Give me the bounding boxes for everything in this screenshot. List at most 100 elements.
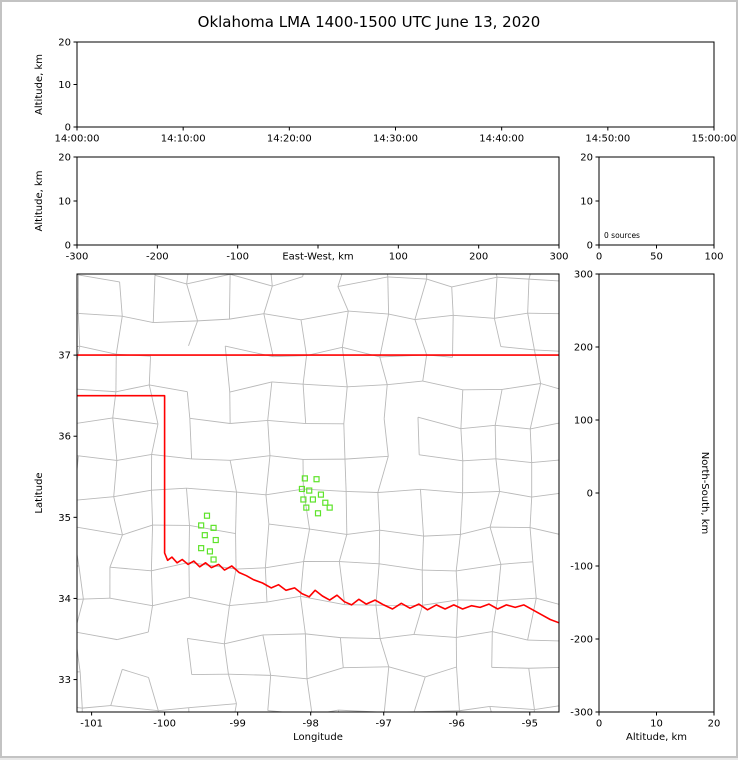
x-tick-label: 14:50:00 [585, 134, 630, 145]
x-tick-label: 14:40:00 [479, 134, 524, 145]
county-line [263, 634, 305, 635]
county-line [461, 390, 463, 429]
county-line [152, 454, 192, 459]
county-line [190, 418, 192, 459]
county-line [348, 311, 388, 314]
x-tick-label: -95 [522, 719, 538, 730]
county-line [566, 598, 615, 606]
x-tick-label: 0 [596, 719, 602, 730]
county-line [418, 417, 461, 428]
county-line [388, 277, 389, 314]
county-line [82, 706, 110, 709]
x-tick-label: 300 [549, 252, 568, 263]
county-line [458, 600, 497, 601]
county-line [160, 240, 191, 251]
county-line [263, 635, 271, 675]
county-line [384, 385, 387, 419]
county-line [495, 425, 530, 429]
county-line [78, 275, 119, 282]
source-marker [202, 533, 207, 538]
county-line [458, 239, 492, 249]
y-axis-label: Altitude, km [34, 54, 45, 115]
county-line [566, 388, 615, 391]
county-line [530, 497, 532, 528]
county-line [264, 314, 273, 357]
county-line [187, 284, 198, 321]
x-tick-label: -99 [229, 719, 245, 730]
county-line [113, 418, 117, 461]
y-tick-label: 34 [58, 594, 71, 605]
county-line [566, 352, 578, 391]
county-line [490, 706, 535, 709]
county-line [495, 425, 496, 458]
county-line [459, 706, 489, 710]
county-line [414, 634, 456, 637]
county-line [307, 679, 312, 715]
county-line [497, 277, 529, 279]
county-line [267, 596, 301, 602]
x-tick-label: 14:30:00 [373, 134, 418, 145]
county-line [149, 385, 158, 424]
county-line [530, 528, 567, 537]
county-line [385, 242, 427, 243]
county-lines [34, 239, 616, 751]
county-line [153, 597, 190, 605]
county-line [339, 534, 347, 561]
county-line [567, 492, 572, 537]
county-line [266, 456, 270, 495]
county-line [529, 668, 535, 709]
county-line [418, 417, 419, 455]
x-tick-label: 0 [596, 252, 602, 263]
county-line [457, 667, 460, 711]
x-tick-label: 50 [650, 252, 663, 263]
county-line [528, 640, 576, 641]
county-line [272, 382, 303, 384]
county-line [541, 384, 567, 391]
y-tick-label: 10 [580, 197, 593, 208]
axes-frame [599, 274, 714, 712]
county-line [502, 384, 541, 390]
county-line [269, 251, 273, 286]
county-line [149, 677, 159, 710]
county-line [566, 459, 572, 491]
county-line [414, 677, 425, 712]
county-line [155, 275, 187, 284]
county-line [384, 667, 389, 712]
county-line [303, 384, 306, 423]
county-line [230, 420, 268, 423]
county-line [575, 667, 578, 703]
county-line [612, 347, 615, 388]
x-tick-label: 14:20:00 [267, 134, 312, 145]
county-line [532, 492, 573, 497]
county-line [389, 667, 425, 677]
county-line [186, 488, 236, 492]
county-line [74, 456, 78, 501]
county-line [116, 316, 122, 354]
county-line [72, 500, 73, 526]
county-line [187, 392, 190, 419]
county-line [492, 245, 538, 249]
county-line [39, 312, 78, 314]
county-line [338, 277, 388, 287]
county-line [158, 708, 188, 711]
county-line [347, 385, 387, 387]
county-line [111, 669, 123, 705]
axes-frame [77, 42, 714, 127]
county-line [456, 632, 492, 638]
county-line [414, 605, 423, 634]
county-line [120, 738, 154, 739]
county-line [230, 456, 270, 461]
county-line [494, 277, 497, 318]
county-line [229, 569, 236, 606]
county-line [265, 524, 269, 568]
county-line [453, 315, 454, 357]
county-line [268, 420, 306, 423]
county-line [574, 282, 576, 314]
county-line [425, 667, 456, 677]
county-line [39, 312, 47, 352]
county-line [490, 527, 501, 564]
county-line [151, 490, 152, 525]
county-line [116, 385, 149, 392]
